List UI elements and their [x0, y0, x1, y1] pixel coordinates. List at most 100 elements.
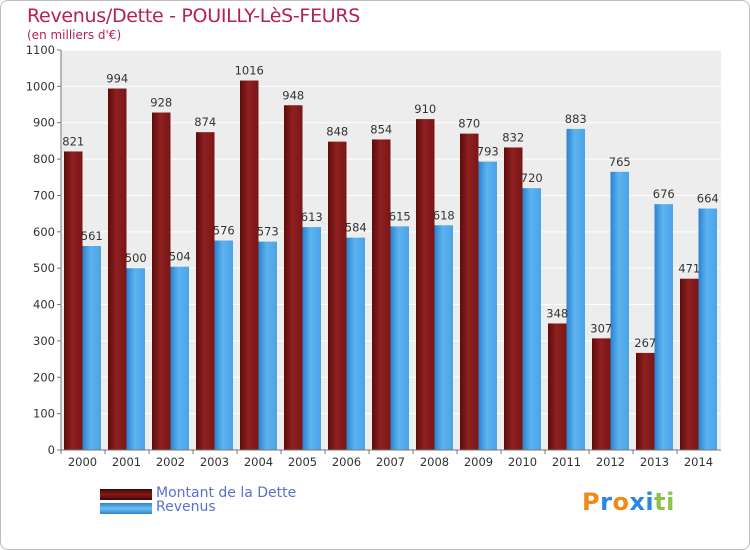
data-label-dette: 848 — [326, 125, 348, 139]
bar-revenus — [434, 225, 453, 450]
bar-revenus — [302, 227, 321, 450]
x-tick-label: 2009 — [464, 455, 493, 469]
data-label-dette: 928 — [150, 96, 172, 110]
x-tick-label: 2008 — [420, 455, 449, 469]
logo-letter: P — [582, 488, 601, 516]
y-tick-label: 700 — [33, 188, 55, 202]
x-tick-label: 2007 — [376, 455, 405, 469]
bar-revenus — [610, 171, 629, 450]
bar-revenus — [566, 128, 585, 450]
logo-letter: r — [600, 488, 613, 516]
bar-revenus — [698, 208, 717, 450]
bar-revenus — [170, 266, 189, 450]
data-label-dette: 471 — [678, 262, 700, 276]
x-tick-label: 2010 — [508, 455, 537, 469]
y-tick-label: 900 — [33, 116, 55, 130]
data-label-dette: 854 — [370, 122, 392, 136]
x-tick-label: 2006 — [332, 455, 361, 469]
logo-letter: i — [666, 488, 675, 516]
y-tick-label: 600 — [33, 225, 55, 239]
x-tick-label: 2011 — [552, 455, 581, 469]
bar-revenus — [390, 226, 409, 450]
x-tick-label: 2000 — [68, 455, 97, 469]
logo-letter: o — [612, 488, 630, 516]
x-tick-label: 2013 — [640, 455, 669, 469]
legend-swatch-revenus — [100, 503, 152, 514]
bar-dette — [680, 278, 699, 450]
legend-label-revenus: Revenus — [156, 499, 216, 515]
bar-dette — [460, 133, 479, 451]
x-tick-label: 2003 — [200, 455, 229, 469]
bar-revenus — [82, 246, 101, 450]
data-label-dette: 348 — [546, 306, 568, 320]
x-tick-label: 2012 — [596, 455, 625, 469]
bar-dette — [636, 352, 655, 450]
data-label-revenus: 883 — [565, 112, 587, 126]
logo-letter: x — [629, 488, 646, 516]
bar-dette — [504, 147, 523, 451]
data-label-dette: 994 — [106, 72, 128, 86]
data-label-revenus: 615 — [389, 209, 411, 223]
bar-dette — [240, 80, 259, 450]
y-tick-label: 100 — [33, 407, 55, 421]
x-tick-label: 2002 — [156, 455, 185, 469]
y-tick-label: 1000 — [26, 79, 55, 93]
bar-dette — [592, 338, 611, 450]
data-label-revenus: 500 — [125, 251, 147, 265]
chart-subtitle: (en milliers d'€) — [27, 28, 122, 42]
bar-revenus — [258, 241, 277, 450]
data-label-revenus: 576 — [213, 224, 235, 238]
data-label-dette: 821 — [62, 134, 84, 148]
bar-dette — [284, 105, 303, 450]
data-label-dette: 832 — [502, 130, 524, 144]
y-tick-label: 800 — [33, 152, 55, 166]
bar-dette — [416, 119, 435, 450]
data-label-revenus: 765 — [609, 155, 631, 169]
x-tick-label: 2014 — [684, 455, 713, 469]
x-tick-label: 2004 — [244, 455, 273, 469]
bar-revenus — [654, 204, 673, 450]
data-label-dette: 874 — [194, 115, 216, 129]
data-label-dette: 307 — [590, 321, 612, 335]
legend-swatch-dette — [100, 489, 152, 500]
legend-label-dette: Montant de la Dette — [156, 485, 297, 501]
data-label-revenus: 613 — [301, 210, 323, 224]
data-label-revenus: 793 — [477, 145, 499, 159]
y-tick-label: 1100 — [26, 43, 55, 57]
bar-revenus — [126, 268, 145, 450]
data-label-revenus: 664 — [697, 192, 719, 206]
y-tick-label: 500 — [33, 261, 55, 275]
data-label-revenus: 573 — [257, 225, 279, 239]
bar-revenus — [214, 240, 233, 450]
data-label-revenus: 676 — [653, 187, 675, 201]
data-label-dette: 870 — [458, 117, 480, 131]
data-label-dette: 948 — [282, 88, 304, 102]
data-label-dette: 267 — [634, 336, 656, 350]
data-label-revenus: 720 — [521, 171, 543, 185]
y-tick-label: 400 — [33, 298, 55, 312]
logo-letter: t — [654, 488, 667, 516]
data-label-revenus: 504 — [169, 250, 191, 264]
bar-revenus — [346, 237, 365, 450]
data-label-dette: 1016 — [235, 64, 264, 78]
chart-title: Revenus/Dette - POUILLY-LèS-FEURS — [27, 5, 361, 27]
bar-dette — [372, 139, 391, 451]
bar-dette — [196, 132, 215, 450]
y-tick-label: 0 — [48, 443, 55, 457]
bar-revenus — [522, 188, 541, 450]
bar-dette — [328, 141, 347, 451]
proxiti-logo: Proxiti — [582, 488, 675, 516]
data-label-revenus: 618 — [433, 208, 455, 222]
data-label-revenus: 561 — [81, 229, 103, 243]
y-tick-label: 300 — [33, 334, 55, 348]
x-tick-label: 2001 — [112, 455, 141, 469]
bar-dette — [152, 112, 171, 450]
bar-dette — [64, 151, 83, 451]
y-tick-label: 200 — [33, 370, 55, 384]
x-tick-label: 2005 — [288, 455, 317, 469]
logo-letter: i — [645, 488, 655, 516]
bar-dette — [548, 323, 567, 450]
data-label-revenus: 584 — [345, 221, 367, 235]
bar-revenus — [478, 161, 497, 451]
